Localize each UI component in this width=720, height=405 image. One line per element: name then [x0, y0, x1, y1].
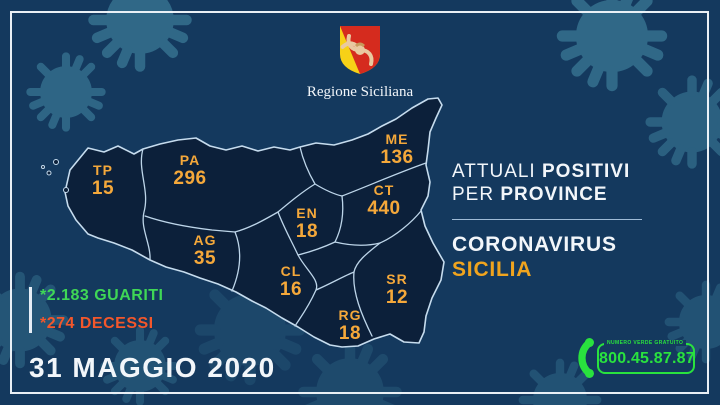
divider-line	[452, 219, 642, 220]
phone-icon	[578, 338, 594, 378]
headline-per: PER	[452, 184, 495, 205]
hotline-label: NUMERO VERDE GRATUITO	[604, 339, 687, 346]
province-value: 296	[173, 168, 207, 189]
province-value: 440	[367, 198, 401, 219]
regione-siciliana-logo: Regione Siciliana	[280, 24, 440, 101]
province-code: TP	[93, 162, 113, 178]
province-code: AG	[193, 232, 217, 248]
date-label: 31 MAGGIO 2020	[29, 352, 276, 383]
province-code: ME	[385, 131, 409, 147]
deaths-stat: *274 DECESSI	[40, 315, 154, 332]
province-borders	[140, 146, 427, 337]
headline-attuali: ATTUALI	[452, 161, 536, 182]
province-code: SR	[386, 271, 408, 287]
province-label-rg: RG 18	[339, 308, 362, 343]
egadi-islands	[41, 159, 69, 193]
province-label-ct: CT 440	[367, 183, 400, 218]
province-code: PA	[179, 152, 201, 168]
recovered-stat: *2.183 GUARITI	[40, 287, 164, 304]
trinacria-crest-icon	[340, 26, 380, 74]
coronavirus-title: CORONAVIRUS	[452, 233, 617, 256]
province-label-me: ME 136	[380, 132, 413, 167]
headline-positivi: POSITIVI	[542, 161, 631, 182]
headline-block: ATTUALI POSITIVI PER PROVINCE CORONAVIRU…	[452, 160, 642, 282]
province-value: 18	[295, 221, 319, 242]
sicilia-title: SICILIA	[452, 258, 533, 281]
province-value: 15	[91, 178, 115, 199]
province-label-cl: CL 16	[280, 264, 302, 299]
province-label-sr: SR 12	[386, 272, 408, 307]
headline-line-1: ATTUALI POSITIVI	[452, 160, 642, 183]
province-code: RG	[338, 307, 362, 323]
hotline-number-box: NUMERO VERDE GRATUITO 800.45.87.87	[597, 339, 695, 374]
hotline-number: 800.45.87.87	[599, 349, 695, 367]
province-value: 35	[193, 248, 217, 269]
province-value: 16	[279, 279, 303, 300]
province-value: 12	[385, 287, 409, 308]
province-label-en: EN 18	[296, 206, 318, 241]
stats-block: *2.183 GUARITI *274 DECESSI	[29, 287, 163, 333]
province-code: CT	[373, 182, 395, 198]
headline-line-2: PER PROVINCE	[452, 183, 642, 206]
province-value: 18	[338, 323, 362, 344]
province-code: EN	[296, 205, 318, 221]
province-label-ag: AG 35	[194, 233, 217, 268]
coastline-path	[64, 97, 445, 348]
province-value: 136	[380, 147, 414, 168]
hotline-badge: NUMERO VERDE GRATUITO 800.45.87.87	[574, 338, 695, 378]
province-code: CL	[280, 263, 302, 279]
trinacria-symbol	[340, 34, 374, 66]
headline-province: PROVINCE	[500, 184, 608, 205]
province-label-pa: PA 296	[173, 153, 206, 188]
logo-label: Regione Siciliana	[306, 84, 414, 100]
province-label-tp: TP 15	[92, 163, 114, 198]
